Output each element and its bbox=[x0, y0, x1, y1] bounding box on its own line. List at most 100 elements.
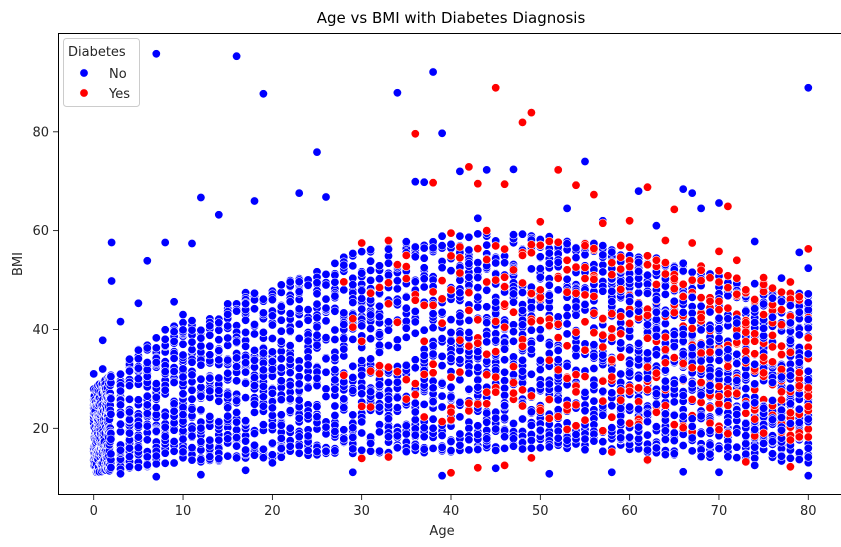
data-point-no bbox=[160, 385, 170, 395]
data-point-no bbox=[125, 415, 135, 425]
data-point-yes bbox=[794, 367, 804, 377]
data-point-yes bbox=[794, 381, 804, 391]
data-point-no bbox=[464, 368, 474, 378]
data-point-no bbox=[500, 443, 510, 453]
data-point-no bbox=[258, 348, 268, 358]
x-tick-label: 40 bbox=[443, 504, 460, 519]
data-point-no bbox=[607, 297, 617, 307]
data-point-no bbox=[491, 445, 501, 455]
data-point-no bbox=[250, 329, 260, 339]
data-point-yes bbox=[491, 387, 501, 397]
data-point-yes bbox=[428, 287, 438, 297]
data-point-yes bbox=[607, 333, 617, 343]
data-point-no bbox=[714, 333, 724, 343]
data-point-no bbox=[276, 354, 286, 364]
data-point-no bbox=[660, 376, 670, 386]
data-point-yes bbox=[642, 455, 652, 465]
data-point-no bbox=[553, 345, 563, 355]
data-point-yes bbox=[517, 341, 527, 351]
data-point-no bbox=[196, 333, 206, 343]
data-point-yes bbox=[446, 285, 456, 295]
data-point-yes bbox=[580, 415, 590, 425]
data-point-no bbox=[214, 318, 224, 328]
data-point-no bbox=[687, 292, 697, 302]
data-point-no bbox=[223, 321, 233, 331]
data-point-no bbox=[366, 245, 376, 255]
data-point-yes bbox=[348, 322, 358, 332]
data-point-no bbox=[321, 446, 331, 456]
data-point-no bbox=[660, 434, 670, 444]
data-point-yes bbox=[374, 361, 384, 371]
data-point-no bbox=[232, 407, 242, 417]
data-point-no bbox=[267, 295, 277, 305]
data-point-no bbox=[759, 299, 769, 309]
data-point-yes bbox=[562, 400, 572, 410]
data-point-no bbox=[428, 309, 438, 319]
data-point-no bbox=[312, 147, 322, 157]
data-point-no bbox=[267, 333, 277, 343]
data-point-no bbox=[383, 258, 393, 268]
data-point-no bbox=[267, 421, 277, 431]
data-point-no bbox=[464, 445, 474, 455]
data-point-no bbox=[500, 355, 510, 365]
data-point-yes bbox=[580, 290, 590, 300]
data-point-yes bbox=[535, 240, 545, 250]
data-point-no bbox=[473, 430, 483, 440]
data-point-yes bbox=[437, 417, 447, 427]
data-point-no bbox=[705, 307, 715, 317]
data-point-no bbox=[687, 379, 697, 389]
data-point-no bbox=[535, 443, 545, 453]
data-point-no bbox=[562, 203, 572, 213]
data-point-no bbox=[634, 373, 644, 383]
data-point-yes bbox=[562, 255, 572, 265]
data-point-no bbox=[482, 337, 492, 347]
data-point-no bbox=[250, 381, 260, 391]
data-point-yes bbox=[571, 327, 581, 337]
data-point-yes bbox=[723, 303, 733, 313]
data-point-yes bbox=[741, 336, 751, 346]
data-point-yes bbox=[750, 294, 760, 304]
data-point-no bbox=[785, 453, 795, 463]
data-point-yes bbox=[553, 412, 563, 422]
data-point-no bbox=[678, 390, 688, 400]
data-point-no bbox=[500, 344, 510, 354]
data-point-yes bbox=[616, 395, 626, 405]
data-point-no bbox=[151, 49, 161, 59]
data-point-yes bbox=[401, 394, 411, 404]
data-point-no bbox=[366, 334, 376, 344]
data-point-yes bbox=[678, 358, 688, 368]
data-point-no bbox=[303, 280, 313, 290]
data-point-yes bbox=[553, 365, 563, 375]
data-point-yes bbox=[616, 311, 626, 321]
data-point-no bbox=[151, 402, 161, 412]
data-point-no bbox=[285, 394, 295, 404]
data-point-no bbox=[473, 421, 483, 431]
data-point-yes bbox=[437, 294, 447, 304]
data-point-no bbox=[348, 334, 358, 344]
data-point-no bbox=[553, 395, 563, 405]
data-point-no bbox=[500, 413, 510, 423]
data-point-no bbox=[232, 353, 242, 363]
data-point-no bbox=[464, 435, 474, 445]
data-point-no bbox=[580, 434, 590, 444]
data-point-no bbox=[276, 315, 286, 325]
data-point-no bbox=[714, 443, 724, 453]
data-point-no bbox=[419, 399, 429, 409]
data-point-no bbox=[553, 355, 563, 365]
data-point-no bbox=[250, 450, 260, 460]
data-point-no bbox=[294, 363, 304, 373]
data-point-yes bbox=[491, 347, 501, 357]
data-point-no bbox=[598, 437, 608, 447]
data-point-no bbox=[803, 298, 813, 308]
data-point-yes bbox=[616, 329, 626, 339]
data-point-yes bbox=[473, 179, 483, 189]
data-point-yes bbox=[660, 236, 670, 246]
data-point-yes bbox=[759, 352, 769, 362]
data-point-yes bbox=[580, 371, 590, 381]
data-point-no bbox=[669, 296, 679, 306]
data-point-no bbox=[750, 317, 760, 327]
data-point-no bbox=[187, 337, 197, 347]
data-point-yes bbox=[500, 299, 510, 309]
y-tick-label: 80 bbox=[32, 125, 49, 140]
data-point-no bbox=[598, 241, 608, 251]
